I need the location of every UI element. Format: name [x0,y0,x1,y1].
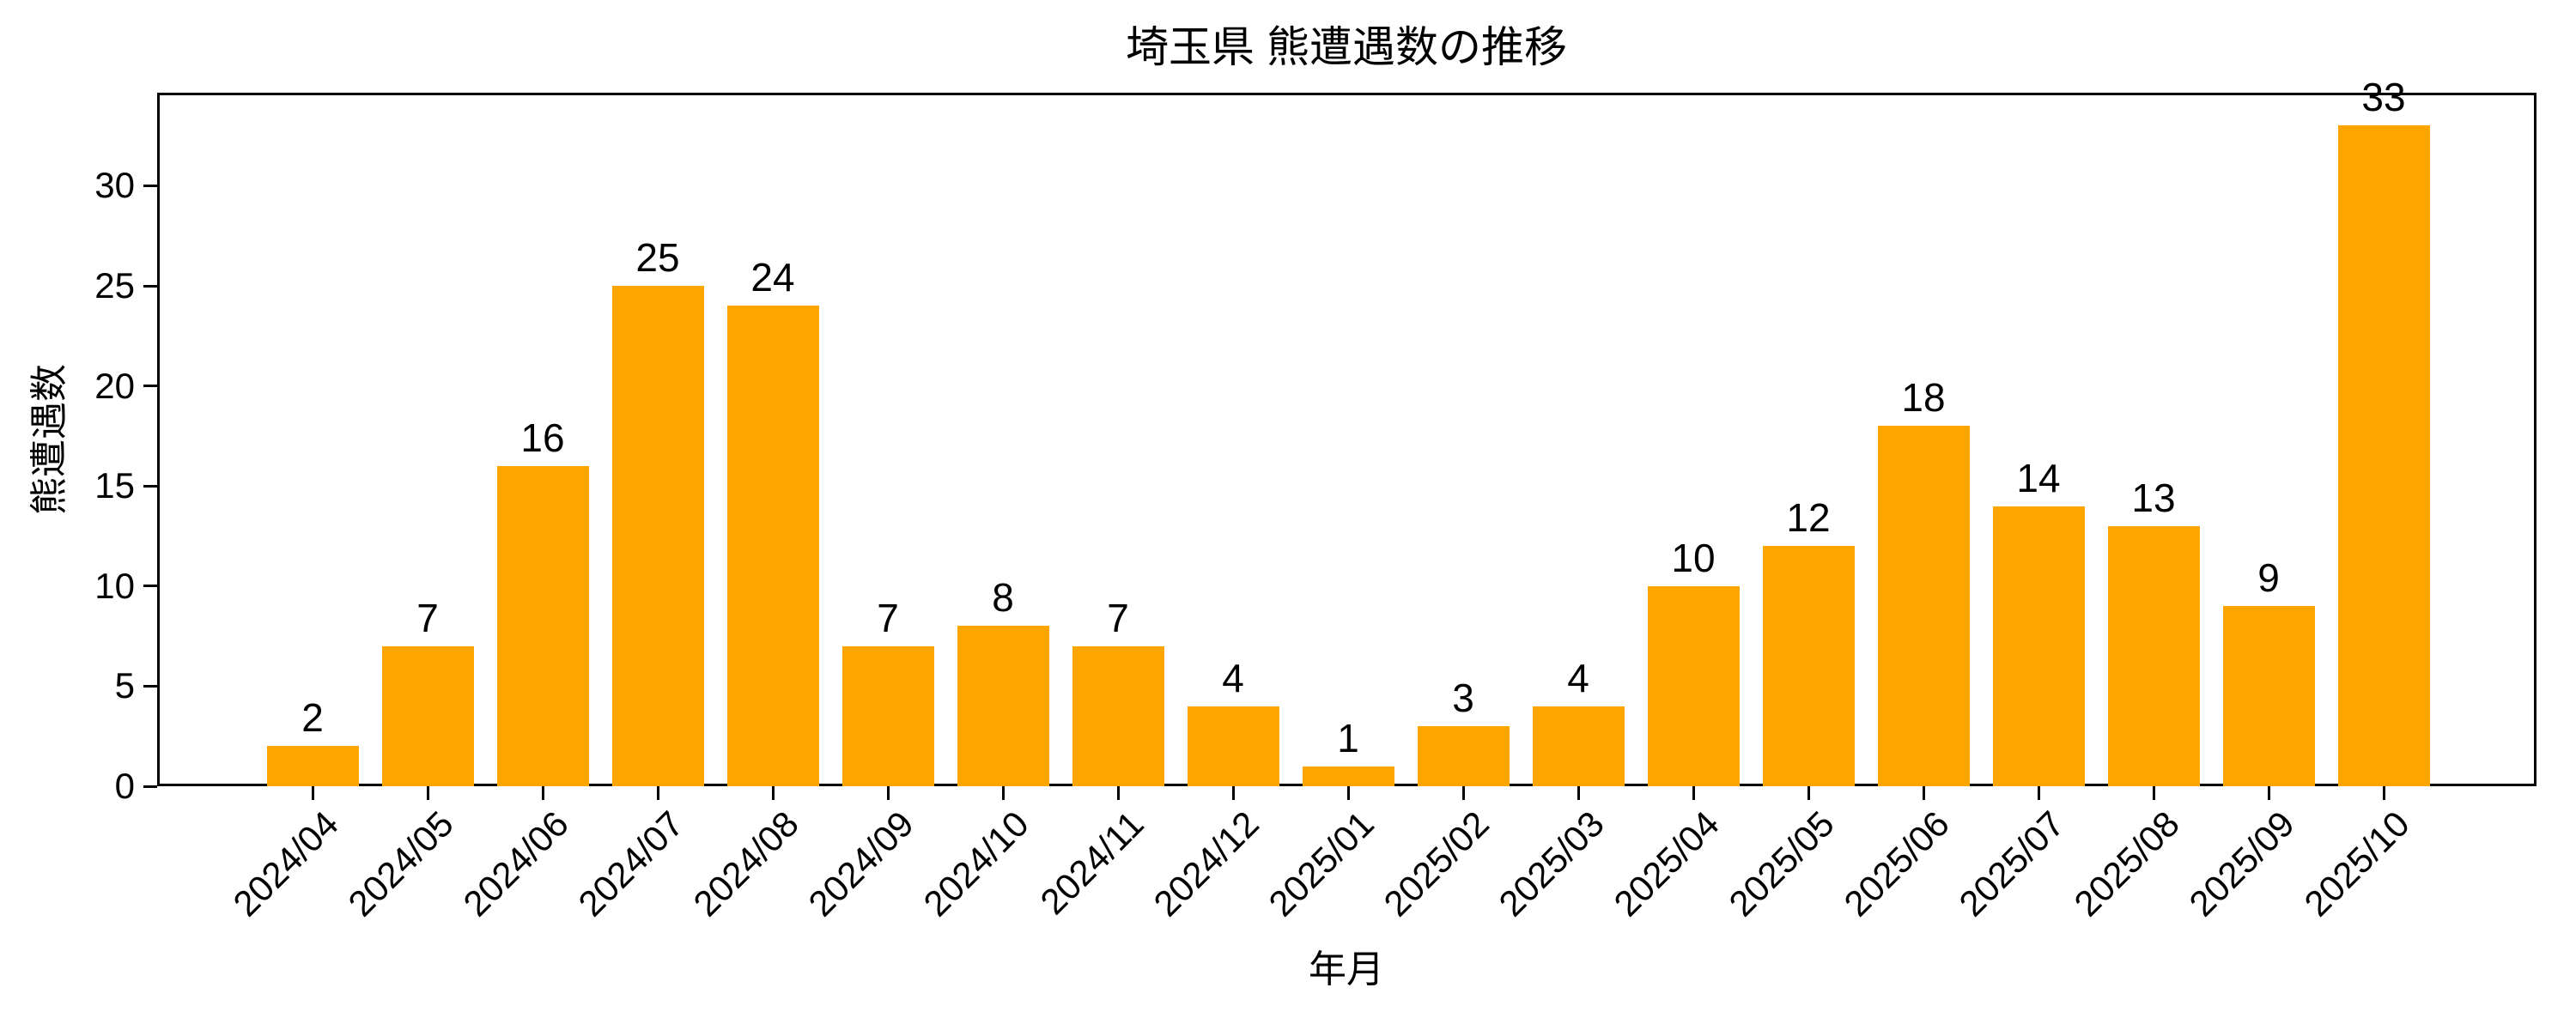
x-axis-label: 年月 [1309,948,1384,991]
x-tick-label: 2024/06 [455,803,577,924]
bar-value-label: 12 [1786,495,1831,541]
y-tick-mark [143,284,157,288]
bar [841,645,934,786]
x-tick-mark [1807,786,1810,800]
bar [266,746,359,786]
x-tick-mark [2037,786,2040,800]
y-tick-label: 25 [94,265,135,306]
bar [2107,525,2200,786]
bar [726,306,819,786]
bar-value-label: 1 [1337,715,1359,760]
y-tick-mark [143,684,157,688]
x-tick-mark [1001,786,1005,800]
x-tick-label: 2024/12 [1145,803,1267,924]
x-tick-mark [2152,786,2155,800]
bar-value-label: 7 [1107,595,1129,640]
x-tick-label: 2025/03 [1491,803,1613,924]
y-tick-label: 15 [94,465,135,506]
x-tick-mark [2267,786,2270,800]
bar [1762,546,1855,786]
bar [2337,125,2430,786]
bar-value-label: 14 [2016,455,2061,500]
x-tick-label: 2024/10 [915,803,1037,924]
y-tick-label: 0 [114,766,135,806]
bar-value-label: 4 [1567,655,1589,700]
y-tick-label: 30 [94,165,135,206]
bar-value-label: 7 [416,595,439,640]
y-tick-mark [143,585,157,588]
x-tick-label: 2025/02 [1376,803,1498,924]
bar [496,465,589,786]
y-tick-mark [143,184,157,187]
x-tick-label: 2025/04 [1606,803,1728,924]
bar-value-label: 7 [877,595,899,640]
bar [1417,726,1510,786]
x-tick-mark [1577,786,1580,800]
bar [1992,506,2085,786]
x-tick-label: 2025/09 [2181,803,2303,924]
x-tick-label: 2024/05 [340,803,462,924]
x-tick-label: 2024/09 [800,803,922,924]
x-tick-mark [886,786,890,800]
bar-value-label: 8 [992,575,1014,621]
x-tick-mark [656,786,659,800]
x-tick-label: 2024/11 [1032,803,1152,923]
x-tick-mark [541,786,544,800]
y-tick-label: 10 [94,565,135,606]
bar-value-label: 13 [2131,475,2176,520]
x-tick-mark [771,786,775,800]
x-tick-mark [1346,786,1350,800]
bar [611,286,704,786]
x-tick-mark [1692,786,1695,800]
x-tick-label: 2024/07 [570,803,692,924]
x-tick-label: 2024/08 [685,803,807,924]
x-tick-mark [1231,786,1235,800]
x-tick-mark [311,786,314,800]
bar-value-label: 4 [1222,655,1244,700]
x-tick-label: 2025/10 [2296,803,2418,924]
bar-value-label: 33 [2361,75,2406,120]
bar-value-label: 24 [750,255,795,300]
bar-value-label: 2 [301,695,324,741]
y-tick-label: 5 [114,665,135,706]
x-tick-label: 2025/07 [1951,803,2073,924]
x-tick-mark [1116,786,1120,800]
bar [1647,585,1740,786]
bar-value-label: 18 [1901,375,1946,421]
bar-value-label: 9 [2257,555,2280,601]
bar-value-label: 3 [1452,676,1474,721]
bar [957,626,1049,786]
y-tick-label: 20 [94,365,135,406]
x-tick-label: 2025/06 [1836,803,1958,924]
bar [1302,766,1394,786]
x-tick-label: 2025/05 [1721,803,1843,924]
y-tick-mark [143,484,157,488]
x-tick-mark [1461,786,1465,800]
y-tick-mark [143,785,157,788]
bar [1532,706,1625,786]
x-tick-mark [1922,786,1925,800]
x-tick-mark [426,786,429,800]
bar-value-label: 16 [520,415,565,460]
bar [1877,426,1970,786]
bar-value-label: 10 [1671,535,1716,580]
bar [1187,706,1279,786]
x-tick-label: 2024/04 [225,803,347,924]
chart-title: 埼玉県 熊遭遇数の推移 [1126,23,1567,71]
x-tick-label: 2025/01 [1261,803,1382,924]
x-tick-label: 2025/08 [2066,803,2188,924]
y-tick-mark [143,385,157,388]
bar [381,645,474,786]
bar-value-label: 25 [635,235,680,281]
x-tick-mark [2382,786,2385,800]
y-axis-label: 熊遭遇数 [27,364,70,515]
bar [2222,606,2315,786]
bar [1072,645,1164,786]
